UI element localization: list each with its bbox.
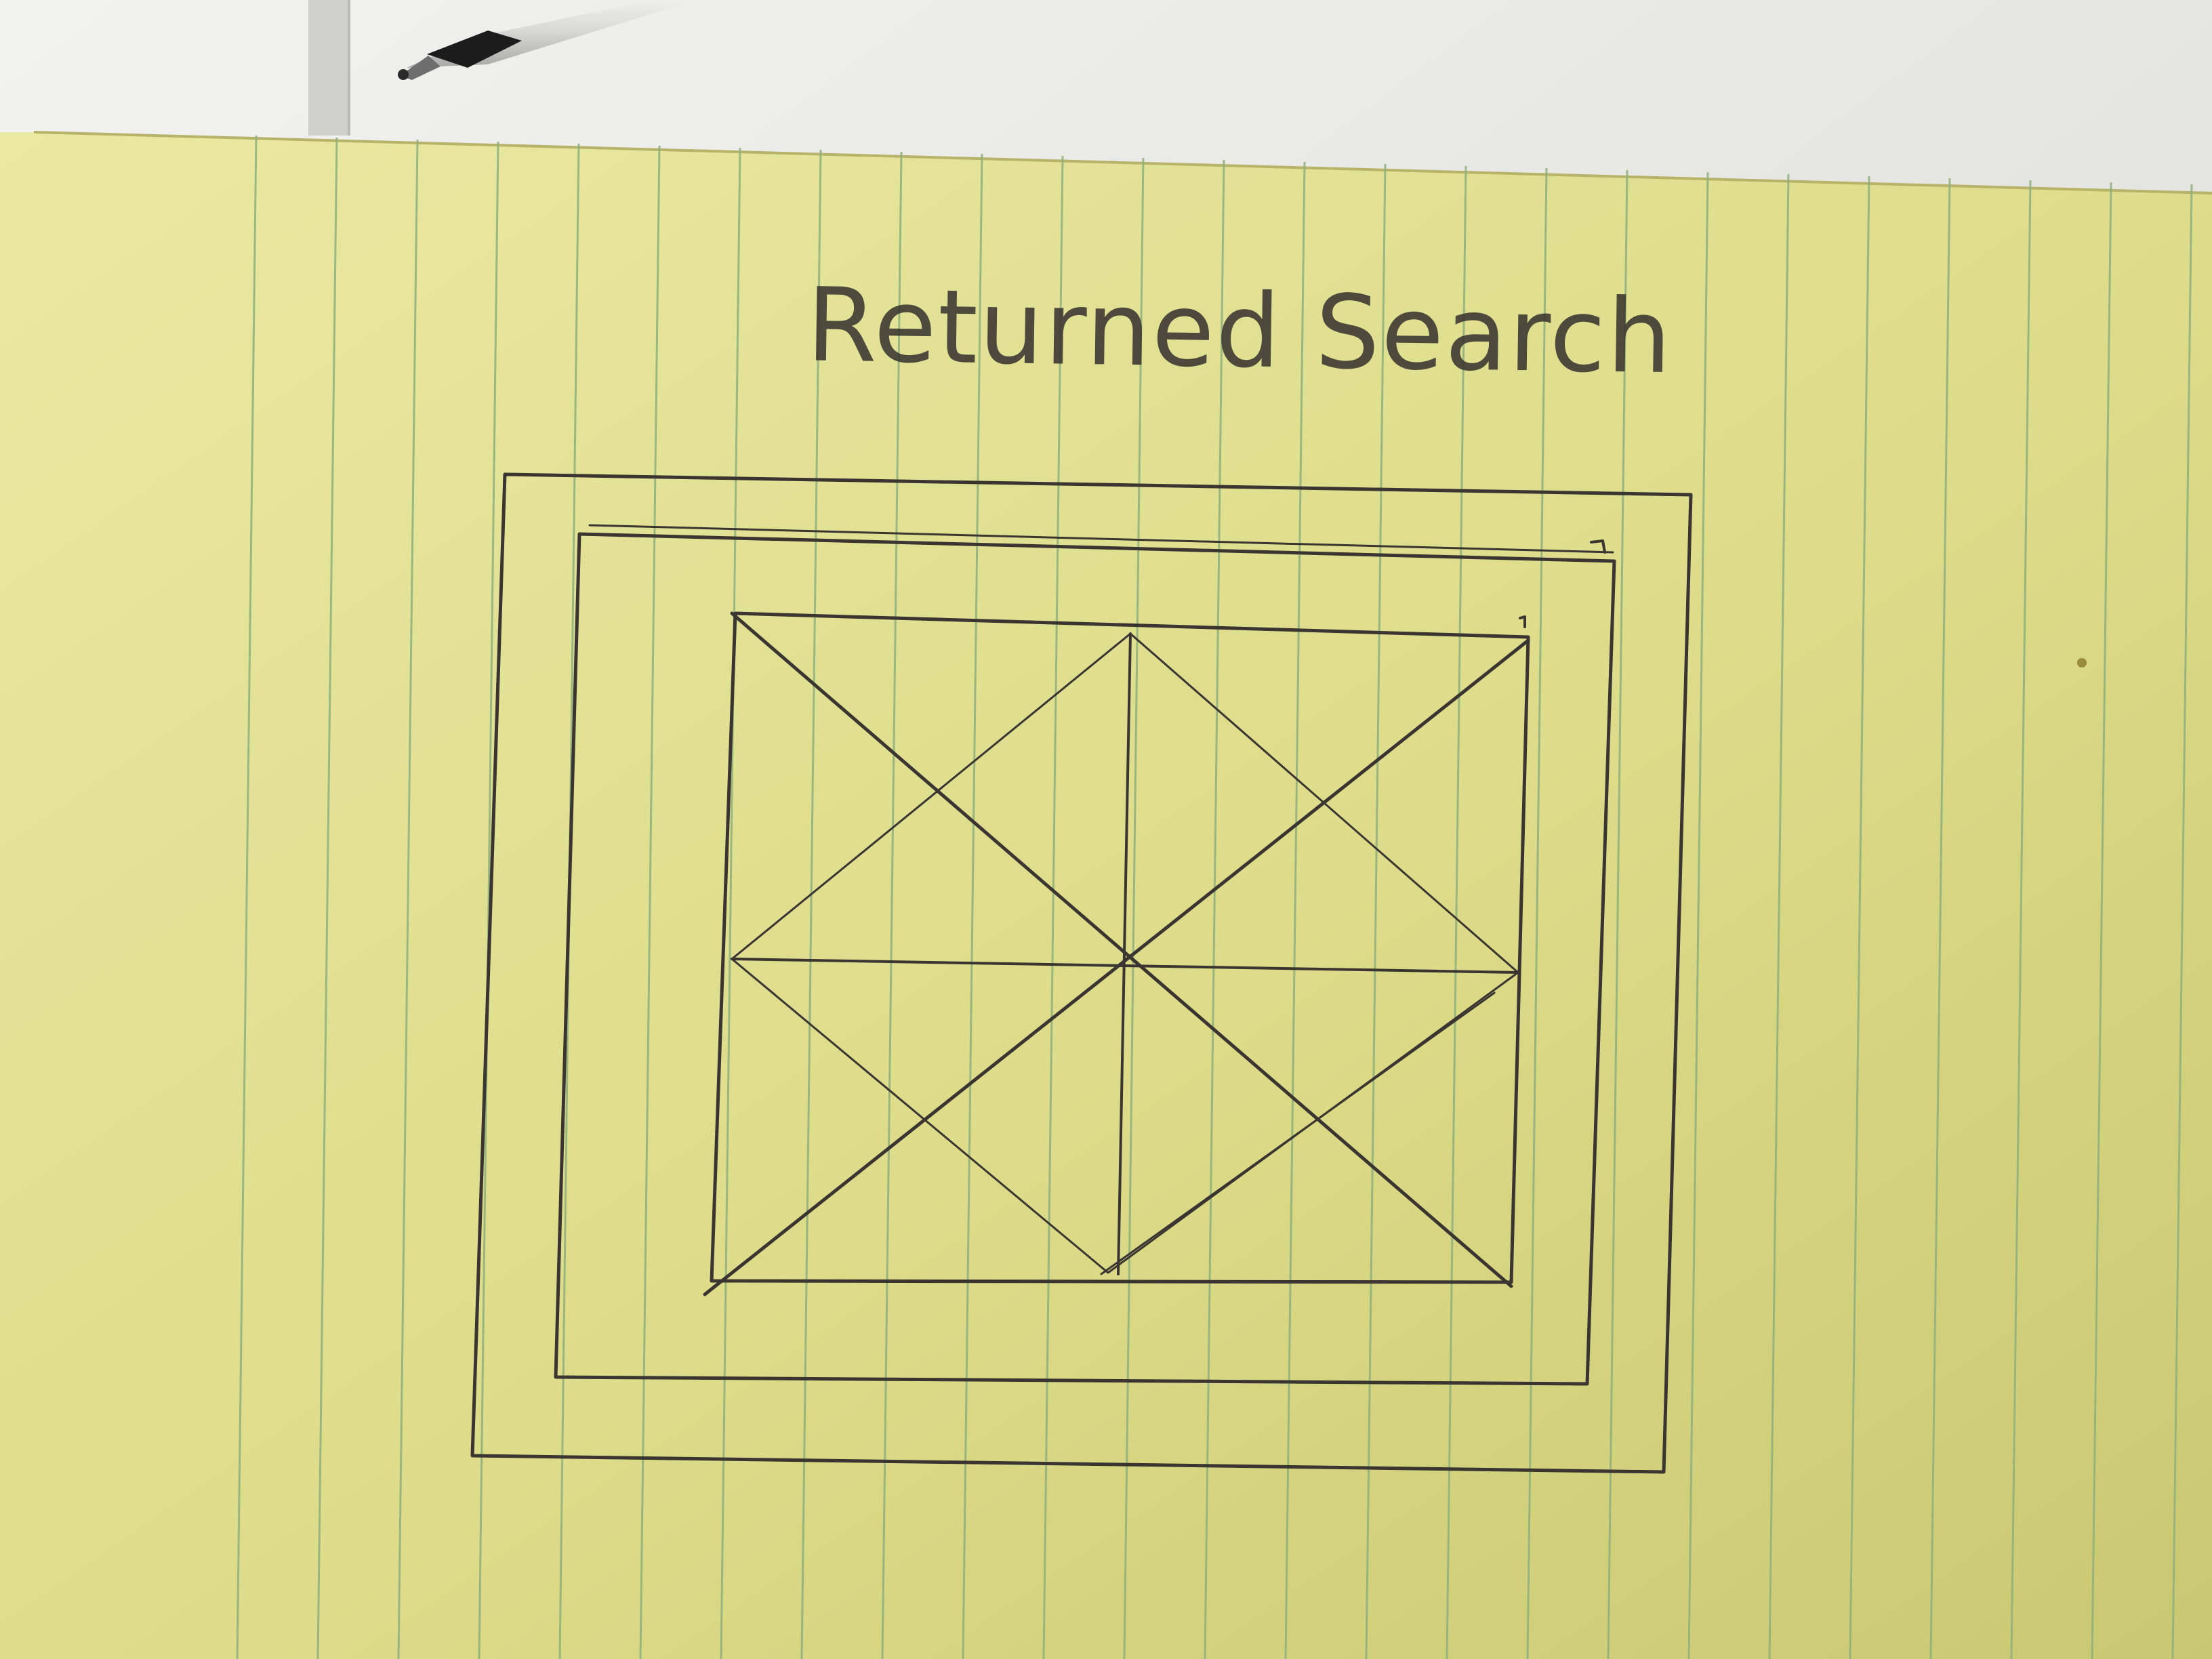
legal-pad-paper bbox=[0, 132, 2212, 1659]
placeholder-diamond-double bbox=[1100, 991, 1496, 1275]
inner-frame-top-double bbox=[588, 524, 1614, 554]
pen bbox=[398, 0, 697, 80]
wireframe-sketch bbox=[470, 472, 1693, 1474]
placeholder-horizontal bbox=[731, 958, 1519, 974]
image-placeholder-box bbox=[710, 611, 1530, 1284]
placeholder-diamond bbox=[731, 632, 1519, 1274]
sketch-title: Returned Search bbox=[805, 266, 1674, 397]
placeholder-diagonal-2 bbox=[703, 638, 1530, 1296]
rule-lines bbox=[236, 135, 2193, 1659]
placeholder-vertical bbox=[1117, 632, 1132, 1275]
corner-tick-outer bbox=[1590, 539, 1606, 554]
inner-frame bbox=[554, 532, 1616, 1386]
placeholder-diagonal-1 bbox=[730, 611, 1513, 1288]
desk-seam bbox=[308, 0, 349, 136]
corner-tick-inner bbox=[1519, 615, 1526, 628]
outer-frame bbox=[470, 472, 1693, 1474]
paper-speck bbox=[2077, 658, 2087, 668]
paper-top-edge bbox=[33, 131, 2212, 194]
